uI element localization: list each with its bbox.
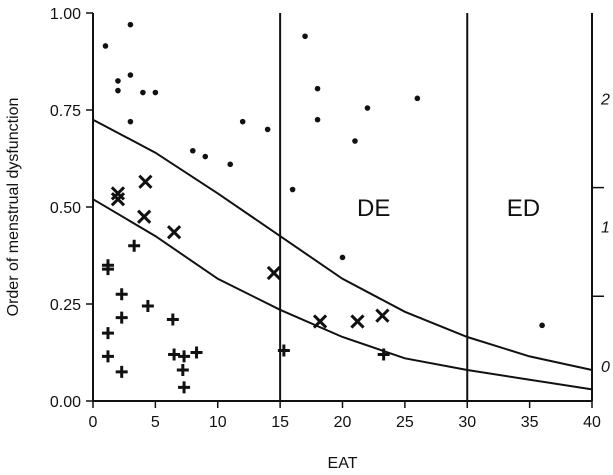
dot-point [102,43,109,49]
boundary-curves [92,118,593,391]
dot-point [140,89,146,96]
cross-point [138,174,153,189]
cross-point [137,209,152,224]
cross-point [166,225,182,240]
dot-point [227,161,234,168]
dot-point [239,118,246,125]
dot-point [539,322,545,329]
dot-point [190,147,196,154]
x-tick-label: 35 [521,414,539,431]
plus-point [115,365,128,378]
x-tick-label: 30 [458,414,476,431]
x-tick-label: 40 [583,414,601,431]
x-axis-ticks: 0 5 10 15 20 25 30 35 40 [89,401,601,431]
y-tick-label: 1.00 [50,6,81,23]
dot-point [339,254,346,261]
x-tick-label: 5 [151,414,160,431]
x-tick-label: 15 [271,414,289,431]
plus-point [178,381,191,394]
cross-point [350,314,365,329]
plus-point [115,288,128,301]
cross-point [110,192,126,207]
boundary-curve [92,198,593,391]
dot-point [264,126,271,133]
plus-point [101,327,114,340]
plus-point [176,363,189,376]
plus-point [141,299,154,312]
y-tick-label: 0.25 [50,297,81,314]
plus-point [128,239,141,252]
x-tick-label: 10 [209,414,227,431]
x-tick-label: 20 [334,414,352,431]
dot-point [289,186,296,193]
plus-point [166,313,179,326]
right-axis-ticks: 2 1 0 [592,91,610,376]
dot-point [202,153,209,160]
dot-point [352,138,358,144]
dot-point [115,78,121,84]
region-label: ED [507,195,540,222]
right-axis-label: 1 [601,219,610,236]
dot-point [115,87,121,94]
dot-point [127,118,134,125]
region-label: DE [357,195,390,222]
right-axis-label: 2 [600,91,610,108]
x-axis-label: EAT [328,455,358,472]
cross-point [375,308,390,323]
cross-point [312,314,328,329]
plus-point [190,346,203,359]
plus-point [101,263,114,276]
dot-point [127,72,134,78]
dot-point [314,85,321,92]
region-labels: DE ED [357,195,540,222]
plus-point [277,344,290,357]
dot-point [152,89,159,96]
y-tick-label: 0.50 [50,200,81,217]
dot-point [314,116,321,123]
boundary-curve [92,118,593,371]
plus-point [101,350,114,363]
data-points [101,21,545,394]
y-tick-label: 0.00 [50,394,81,411]
plus-point [377,348,390,361]
plus-point [115,311,128,324]
dot-point [364,105,371,111]
dot-point [127,21,134,28]
right-axis-label: 0 [601,359,610,376]
dot-point [414,95,421,102]
x-tick-label: 25 [396,414,414,431]
cross-point [266,265,282,281]
y-axis-label: Order of menstrual dysfunction [5,98,22,317]
x-tick-label: 0 [89,414,98,431]
plus-point [168,348,181,361]
dot-point [302,33,308,40]
y-axis-ticks: 0.00 0.25 0.50 0.75 1.00 [50,6,93,411]
plus-point [178,350,191,363]
y-tick-label: 0.75 [50,103,81,120]
